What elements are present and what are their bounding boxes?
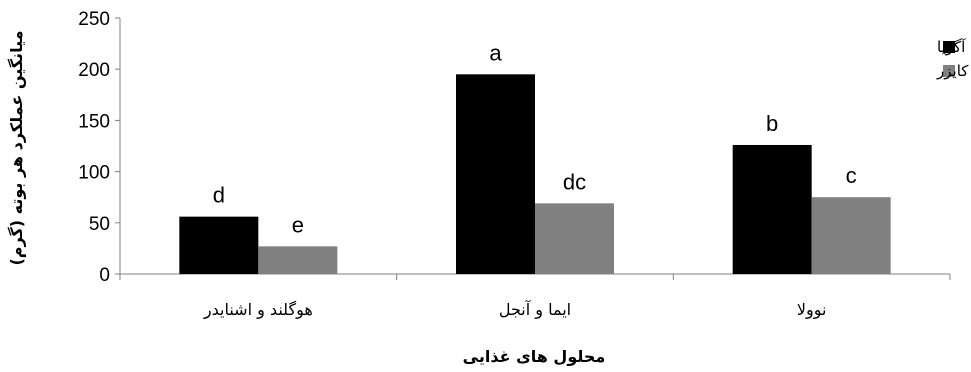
y-tick-label: 100 — [78, 163, 110, 184]
x-axis-title: محلول های غذایی — [463, 347, 606, 366]
bar — [456, 74, 535, 274]
bar — [535, 203, 614, 274]
bar-letter-label: d — [213, 183, 225, 208]
bar-letter-label: a — [489, 40, 502, 65]
x-axis: هوگلند و اشنایدر ایما و آنجل نوولا — [119, 273, 951, 320]
bar — [732, 144, 812, 274]
bar-letter-label: c — [846, 163, 857, 188]
y-axis: 0 50 100 150 200 250 — [78, 9, 121, 286]
bar — [179, 216, 259, 274]
x-category-label: ایما و آنجل — [499, 300, 571, 320]
legend-swatch — [943, 65, 955, 77]
y-axis-title: میانگین عملکرد هر بوته (گرم) — [7, 30, 26, 265]
legend-item: کایزر — [936, 62, 969, 80]
y-tick-label: 150 — [78, 111, 110, 132]
bar-letter-labels: d a b e dc c — [213, 40, 857, 237]
x-category-label: هوگلند و اشنایدر — [203, 300, 313, 320]
bar-letter-label: b — [766, 111, 778, 136]
legend-label: کایزر — [936, 62, 969, 80]
x-category-label: نوولا — [797, 300, 827, 320]
bar-letter-label: e — [292, 212, 304, 237]
bar-letter-label: dc — [563, 169, 586, 194]
y-tick-label: 50 — [89, 214, 110, 235]
legend-label: آگریا — [937, 38, 966, 56]
bar — [811, 197, 891, 274]
legend-item: آگریا — [937, 38, 966, 56]
y-tick-label: 200 — [78, 60, 110, 81]
legend-swatch — [943, 41, 955, 53]
bar — [258, 246, 338, 274]
bars — [179, 74, 891, 274]
legend: آگریا کایزر — [936, 38, 969, 80]
y-tick-label: 250 — [78, 9, 110, 30]
y-tick-label: 0 — [99, 265, 110, 286]
